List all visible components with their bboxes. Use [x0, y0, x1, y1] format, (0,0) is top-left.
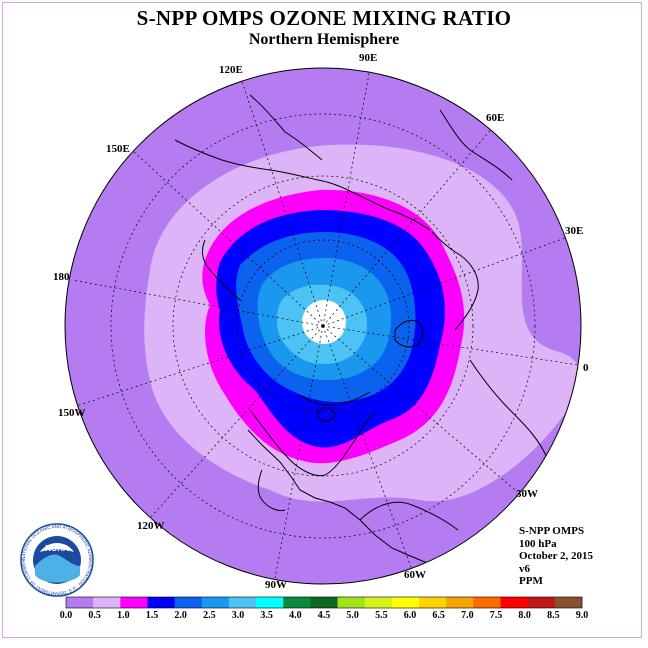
colorbar-tick-label: 7.0 [461, 610, 474, 621]
colorbar-tick-label: 0.0 [60, 610, 73, 621]
colorbar-tick-label: 6.0 [404, 610, 417, 621]
colorbar-swatch [364, 597, 393, 608]
colorbar-swatch [473, 597, 501, 608]
map-outline [64, 67, 582, 585]
colorbar-swatch [446, 597, 474, 608]
colorbar-tick-label: 2.0 [174, 610, 187, 621]
lon-label-90e: 90E [359, 52, 377, 64]
colorbar-tick-label: 1.0 [117, 610, 130, 621]
lon-label-120e: 120E [219, 64, 243, 76]
colorbar-swatches [65, 596, 583, 609]
colorbar-swatch [93, 597, 121, 608]
colorbar-tick-label: 2.5 [203, 610, 216, 621]
colorbar-tick-label: 9.0 [576, 610, 589, 621]
colorbar-swatch [147, 597, 175, 608]
info-version: v6 [519, 562, 530, 575]
colorbar-swatch [310, 597, 338, 608]
info-units: PPM [519, 575, 543, 588]
lon-label-120w: 120W [137, 520, 165, 532]
pole-missing-data [302, 300, 346, 344]
colorbar-swatch [120, 597, 148, 608]
colorbar-tick-label: 6.5 [432, 610, 445, 621]
lon-label-60w: 60W [404, 569, 426, 581]
lon-label-30w: 30W [516, 488, 538, 500]
lon-label-60e: 60E [486, 112, 504, 124]
info-instrument: S-NPP OMPS [519, 525, 585, 537]
info-level: 100 hPa [519, 537, 557, 550]
colorbar-tick-label: 0.5 [88, 610, 101, 621]
colorbar-tick-label: 8.0 [518, 610, 531, 621]
colorbar-tick-label: 8.5 [547, 610, 560, 621]
lon-label-30e: 30E [565, 225, 583, 237]
graticule [69, 68, 579, 579]
lon-label-0: 0 [583, 362, 589, 374]
colorbar-tick-label: 5.0 [346, 610, 359, 621]
colorbar-tick-label: 1.5 [146, 610, 159, 621]
lon-label-180: 180 [53, 271, 70, 283]
colorbar-swatch [500, 597, 528, 608]
lon-label-150w: 150W [58, 407, 86, 419]
colorbar-swatch [337, 597, 366, 608]
map-title: S-NPP OMPS OZONE MIXING RATIO [136, 6, 512, 30]
colorbar-tick-label: 3.0 [232, 610, 245, 621]
lon-label-90w: 90W [265, 579, 287, 591]
colorbar-swatch [527, 597, 556, 608]
colorbar-tick-label: 7.5 [490, 610, 503, 621]
noaa-logo-text: NOAA [45, 544, 69, 553]
colorbar-labels: 0.0 0.5 1.0 1.5 2.0 2.5 3.0 3.5 4.0 4.5 5.0 5.5 6.0 6… [60, 610, 589, 621]
colorbar-swatch [419, 597, 447, 608]
colorbar-border [65, 596, 583, 609]
info-block: S-NPP OMPS 100 hPa October 2, 2015 v6 PP… [519, 525, 593, 588]
info-date: October 2, 2015 [519, 550, 594, 563]
colorbar-swatch [66, 597, 94, 608]
longitude-labels: 90E 60E 30E 0 30W 60W 90W 120W 150W 180 … [53, 52, 589, 591]
colorbar-tick-label: 5.5 [375, 610, 388, 621]
map-subtitle: Northern Hemisphere [248, 31, 400, 48]
colorbar-swatch [228, 597, 257, 608]
colorbar-swatch [201, 597, 230, 608]
colorbar-swatch [554, 597, 583, 608]
lon-label-150e: 150E [106, 143, 130, 155]
colorbar-tick-label: 4.5 [318, 610, 331, 621]
figure-frame [2, 2, 642, 638]
colorbar-tick-label: 3.5 [260, 610, 273, 621]
colorbar-swatch [256, 597, 284, 608]
colorbar-swatch [174, 597, 203, 608]
colorbar-swatch [391, 597, 420, 608]
colorbar-tick-label: 4.0 [289, 610, 302, 621]
colorbar-swatch [283, 597, 311, 608]
